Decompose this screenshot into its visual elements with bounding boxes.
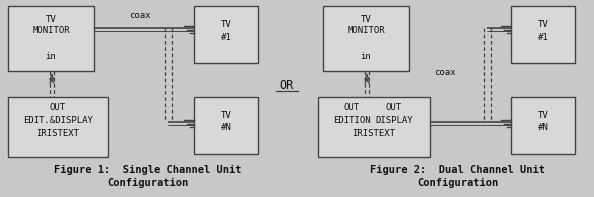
Text: TV: TV — [46, 15, 56, 23]
Text: #N: #N — [220, 124, 232, 133]
Text: MONITOR: MONITOR — [347, 25, 385, 34]
Text: coax: coax — [434, 68, 456, 76]
Text: TV: TV — [220, 20, 232, 29]
Text: TV: TV — [538, 111, 548, 120]
Text: EDIT.&DISPLAY: EDIT.&DISPLAY — [23, 115, 93, 125]
Text: OUT: OUT — [386, 102, 402, 112]
Text: OUT: OUT — [344, 102, 360, 112]
Bar — [511, 97, 575, 154]
Text: in: in — [46, 51, 56, 60]
Text: TV: TV — [361, 15, 371, 23]
Text: IRISTEXT: IRISTEXT — [36, 128, 80, 138]
Text: EDITION: EDITION — [333, 115, 371, 125]
Bar — [511, 6, 575, 63]
Bar — [194, 6, 258, 63]
Text: #1: #1 — [538, 33, 548, 42]
Text: #N: #N — [538, 124, 548, 133]
Bar — [8, 6, 94, 71]
Bar — [8, 97, 108, 157]
Text: IRISTEXT: IRISTEXT — [352, 128, 396, 138]
Text: Configuration: Configuration — [108, 178, 189, 188]
Text: OUT: OUT — [50, 102, 66, 112]
Text: Configuration: Configuration — [418, 178, 498, 188]
Text: coax: coax — [129, 10, 151, 20]
Bar — [323, 6, 409, 71]
Text: in: in — [361, 51, 371, 60]
Text: OR: OR — [280, 78, 294, 91]
Text: DISPLAY: DISPLAY — [375, 115, 413, 125]
Bar — [194, 97, 258, 154]
Text: TV: TV — [538, 20, 548, 29]
Text: Figure 2:  Dual Channel Unit: Figure 2: Dual Channel Unit — [371, 165, 545, 175]
Text: MONITOR: MONITOR — [32, 25, 70, 34]
Text: TV: TV — [220, 111, 232, 120]
Text: Figure 1:  Single Channel Unit: Figure 1: Single Channel Unit — [54, 165, 242, 175]
Bar — [318, 97, 430, 157]
Text: #1: #1 — [220, 33, 232, 42]
